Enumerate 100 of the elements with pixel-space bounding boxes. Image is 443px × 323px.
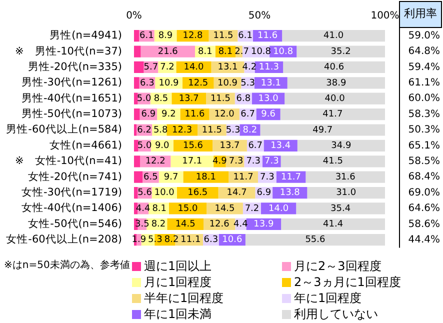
x-tick-label: 50% — [248, 10, 271, 22]
data-label: 3.5 — [134, 220, 150, 230]
y-tick-label: 男性-50代(n=1073) — [21, 108, 122, 120]
y-tick-label: ※ 女性-10代(n=41) — [15, 155, 122, 168]
data-label: 13.1 — [260, 78, 281, 88]
data-label: 5.7 — [144, 62, 158, 73]
y-tick-label: 男性(n=4941) — [50, 30, 122, 42]
y-tick-label: 女性-30代(n=1719) — [21, 186, 122, 199]
data-label: 11.3 — [258, 62, 279, 73]
data-label: 18.1 — [196, 172, 216, 182]
data-label: 11.7 — [233, 172, 254, 182]
data-label: 6.7 — [240, 110, 255, 120]
data-label: 7.2 — [160, 62, 174, 73]
data-label: 13.8 — [280, 188, 300, 198]
data-label: 6.2 — [137, 125, 152, 136]
data-label: 6.1 — [238, 31, 252, 42]
data-label: 40.0 — [324, 94, 346, 104]
data-label: 8.1 — [152, 204, 167, 214]
data-label: 8.1 — [198, 46, 212, 57]
text: 50.3% — [408, 124, 440, 136]
data-label: 7.3 — [264, 156, 279, 167]
text: 64.6% — [408, 203, 440, 214]
data-label: 14.7 — [226, 188, 247, 198]
x-tick-label: 0% — [126, 10, 142, 22]
data-label: 4.2 — [242, 62, 257, 73]
data-label: 41.4 — [323, 220, 344, 230]
data-label: 7.3 — [228, 156, 244, 167]
data-label: 41.5 — [322, 156, 343, 167]
data-label: 10.8 — [273, 46, 294, 57]
data-label: 5.0 — [136, 94, 152, 104]
y-tick-label: 女性-40代(n=1406) — [21, 202, 122, 214]
data-label: 12.5 — [188, 78, 208, 88]
data-label: 8.9 — [158, 31, 173, 42]
data-label: 34.9 — [331, 141, 352, 152]
data-label: 11.1 — [180, 235, 201, 246]
y-tick-label: ※ 男性-10代(n=37) — [15, 45, 122, 58]
data-label: 6.9 — [256, 188, 272, 198]
text: 44.4% — [408, 234, 440, 246]
data-label: 5.0 — [137, 141, 152, 152]
data-label: 6.7 — [248, 141, 263, 152]
data-label: 5.3 — [226, 125, 240, 136]
legend-label: 週に1回以上 — [144, 258, 212, 275]
data-label: 21.6 — [158, 46, 178, 57]
text: 68.4% — [408, 172, 440, 183]
data-label: 6.5 — [144, 172, 158, 182]
text: 59.0% — [408, 30, 440, 42]
data-label: 11.5 — [202, 125, 222, 136]
data-label: 9.0 — [154, 141, 170, 152]
data-label: 12.0 — [214, 110, 235, 120]
data-label: 8.5 — [154, 94, 168, 104]
text: 64.8% — [408, 46, 440, 58]
data-label: 49.7 — [312, 125, 333, 136]
data-label: 7.3 — [246, 156, 261, 167]
data-label: 9.2 — [161, 110, 176, 120]
data-label: 10.8 — [250, 46, 272, 57]
data-label: 12.3 — [172, 125, 192, 136]
data-label: 6.1 — [140, 31, 154, 42]
data-label: 41.7 — [322, 110, 343, 120]
data-label: 13.0 — [258, 94, 279, 104]
data-label: 12.8 — [182, 31, 204, 42]
legend-label: 月に2～3回程度 — [294, 258, 382, 275]
data-label: 8.1 — [218, 46, 233, 57]
data-label: 35.2 — [330, 46, 351, 57]
text: 58.3% — [408, 108, 440, 120]
text: 61.1% — [408, 78, 440, 89]
text: 59.4% — [408, 62, 440, 73]
data-label: 11.5 — [210, 94, 230, 104]
data-label: 5.3 — [240, 78, 255, 88]
x-tick-label: 100% — [370, 10, 400, 22]
data-label: 14.5 — [175, 220, 196, 230]
data-label: 13.1 — [218, 62, 238, 73]
data-label: 15.6 — [182, 141, 204, 152]
data-label: 6.3 — [204, 235, 218, 246]
y-tick-label: 女性-20代(n=741) — [28, 170, 122, 183]
data-label: 11.6 — [258, 31, 278, 42]
legend-label: 年に1回未満 — [144, 306, 212, 323]
y-tick-label: 女性-60代以上(n=208) — [6, 232, 122, 246]
data-label: 16.5 — [188, 188, 208, 198]
text: ※はn=50未満の為、参考値 — [4, 258, 130, 272]
data-label: 8.2 — [242, 125, 258, 136]
y-tick-label: 女性(n=4661) — [50, 139, 122, 152]
y-tick-label: 男性-60代以上(n=584) — [6, 122, 122, 136]
text: 利用率 — [404, 6, 437, 20]
data-label: 10.6 — [222, 235, 242, 246]
data-label: 12.2 — [145, 156, 166, 167]
data-label: 4.4 — [234, 220, 248, 230]
data-label: 15.0 — [178, 204, 198, 214]
y-tick-label: 女性-50代(n=546) — [28, 218, 122, 230]
data-label: 31.0 — [336, 188, 356, 198]
data-label: 10.0 — [154, 188, 175, 198]
data-label: 12.6 — [209, 220, 230, 230]
y-tick-label: 男性-40代(n=1651) — [21, 92, 122, 104]
data-label: 14.5 — [214, 204, 235, 214]
legend-label: 2～3ヵ月に1回程度 — [294, 274, 401, 291]
data-label: 13.4 — [270, 141, 291, 152]
data-label: 38.9 — [326, 78, 346, 88]
data-label: 6.3 — [140, 78, 154, 88]
data-label: 14.0 — [184, 62, 204, 73]
data-label: 17.1 — [182, 156, 202, 167]
data-label: 13.9 — [254, 220, 274, 230]
